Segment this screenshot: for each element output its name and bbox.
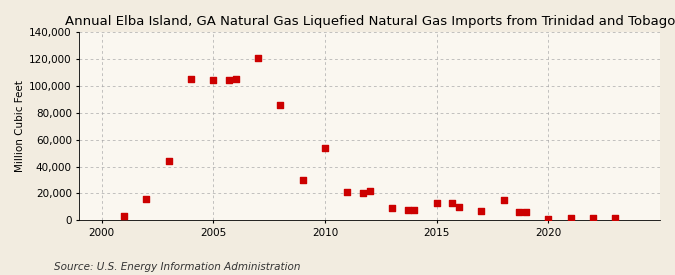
Point	[565, 216, 576, 221]
Point	[409, 207, 420, 212]
Point	[514, 210, 524, 214]
Point	[402, 207, 413, 212]
Y-axis label: Million Cubic Feet: Million Cubic Feet	[15, 80, 25, 172]
Point	[610, 216, 621, 221]
Point	[275, 102, 286, 107]
Point	[141, 197, 152, 201]
Point	[520, 210, 531, 214]
Point	[342, 190, 353, 194]
Point	[431, 201, 442, 205]
Point	[252, 55, 263, 60]
Point	[163, 159, 174, 163]
Point	[387, 206, 398, 210]
Point	[119, 214, 130, 219]
Point	[364, 189, 375, 193]
Point	[230, 77, 241, 81]
Point	[297, 178, 308, 182]
Point	[186, 77, 196, 81]
Text: Source: U.S. Energy Information Administration: Source: U.S. Energy Information Administ…	[54, 262, 300, 272]
Point	[320, 145, 331, 150]
Point	[476, 209, 487, 213]
Point	[208, 78, 219, 82]
Point	[543, 217, 554, 221]
Point	[358, 191, 369, 196]
Point	[447, 201, 458, 205]
Point	[498, 198, 509, 202]
Point	[454, 205, 464, 209]
Title: Annual Elba Island, GA Natural Gas Liquefied Natural Gas Imports from Trinidad a: Annual Elba Island, GA Natural Gas Lique…	[65, 15, 675, 28]
Point	[588, 216, 599, 221]
Point	[223, 78, 234, 82]
